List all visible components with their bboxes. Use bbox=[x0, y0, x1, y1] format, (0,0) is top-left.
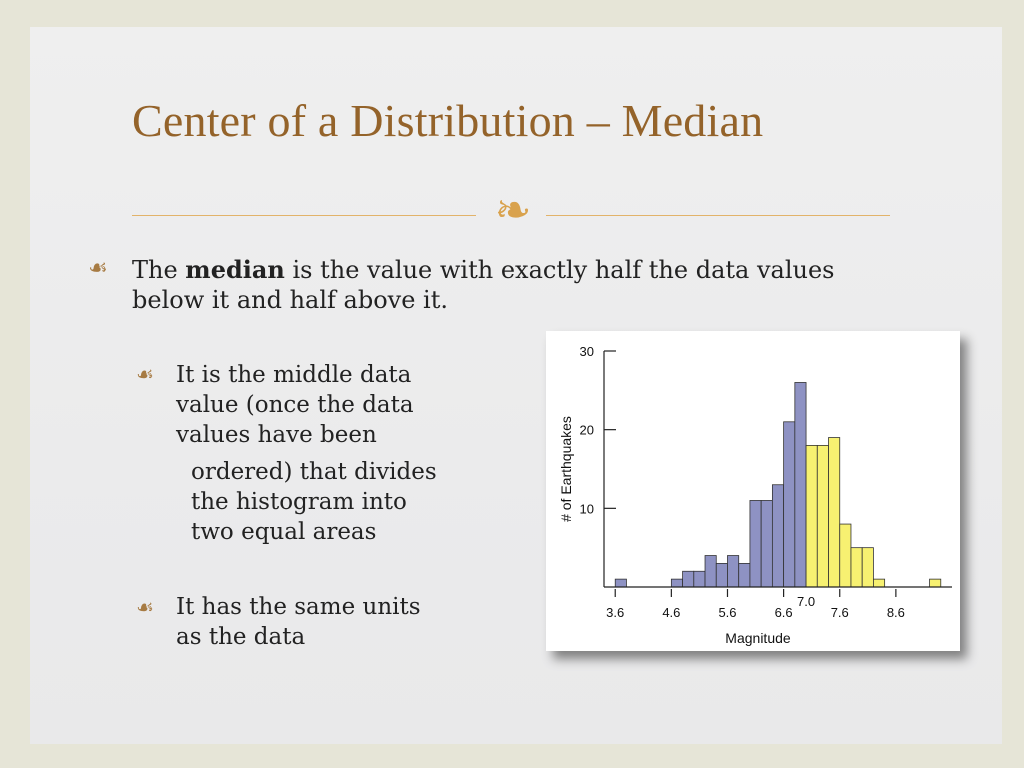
histogram-bar bbox=[715, 562, 728, 588]
sub-bullet1-line3: values have been bbox=[176, 422, 377, 448]
histogram-bar bbox=[760, 500, 773, 588]
histogram-bar bbox=[805, 445, 818, 588]
sub-bullet1-line1: It is the middle data bbox=[176, 362, 412, 388]
x-tick-label: 4.6 bbox=[662, 605, 680, 620]
sub-bullet-fleuron-icon: ☙ bbox=[136, 595, 154, 619]
histogram-bar bbox=[727, 555, 740, 588]
histogram-bar bbox=[738, 562, 751, 588]
bullet-text-post: is the value with exactly half the data … bbox=[284, 256, 835, 284]
slide-title: Center of a Distribution – Median bbox=[132, 95, 764, 146]
x-axis-ticks: 3.6 4.6 5.6 6.6 7.6 8.6 bbox=[606, 589, 905, 620]
x-tick-label: 7.6 bbox=[831, 605, 849, 620]
y-axis-ticks: 10 20 30 bbox=[580, 344, 616, 516]
sub-bullet2-line2: as the data bbox=[176, 624, 306, 650]
x-tick-label: 8.6 bbox=[887, 605, 905, 620]
sub-bullet1-line2: value (once the data bbox=[176, 392, 414, 418]
bullet-fleuron-icon: ☙ bbox=[88, 256, 108, 281]
x-tick-label: 6.6 bbox=[775, 605, 793, 620]
histogram-bar bbox=[929, 578, 942, 588]
histogram-bar bbox=[794, 382, 807, 588]
x-tick-label: 3.6 bbox=[606, 605, 624, 620]
histogram-bar bbox=[670, 578, 683, 588]
histogram-bar bbox=[614, 578, 627, 588]
histogram-bar bbox=[693, 570, 706, 588]
histogram-bar bbox=[839, 523, 852, 588]
histogram-bar bbox=[749, 500, 762, 588]
y-tick-label: 30 bbox=[580, 344, 594, 359]
histogram-figure: 10 20 30 3.6 4.6 5.6 6.6 7.6 8.6 7.0 Magnitude … bbox=[546, 331, 960, 651]
histogram-bar bbox=[704, 555, 717, 588]
x-axis-title: Magnitude bbox=[725, 630, 791, 646]
histogram-bar bbox=[771, 484, 785, 588]
histogram-bar bbox=[816, 445, 829, 588]
sub-bullet-fleuron-icon: ☙ bbox=[136, 362, 154, 386]
y-axis-title: # of Earthquakes bbox=[558, 416, 574, 522]
median-tick-label: 7.0 bbox=[797, 594, 815, 609]
bullet-median-line2: below it and half above it. bbox=[132, 286, 448, 314]
title-divider-right bbox=[546, 215, 890, 216]
title-divider-left bbox=[132, 215, 476, 216]
bullet-text-bold: median bbox=[185, 255, 285, 284]
histogram-bar bbox=[861, 547, 874, 588]
bullet-text-pre: The bbox=[132, 256, 186, 284]
bullet-median-line1: The median is the value with exactly hal… bbox=[132, 255, 834, 285]
histogram-bar bbox=[828, 437, 841, 588]
histogram-bar bbox=[682, 570, 695, 588]
histogram-bars bbox=[614, 382, 942, 588]
sub-bullet1-line6: two equal areas bbox=[191, 519, 377, 545]
histogram-bar bbox=[783, 421, 796, 588]
x-tick-label: 5.6 bbox=[718, 605, 736, 620]
sub-bullet2-line1: It has the same units bbox=[176, 594, 421, 620]
histogram-bar bbox=[873, 578, 886, 588]
y-tick-label: 10 bbox=[580, 501, 594, 516]
sub-bullet1-line5: the histogram into bbox=[191, 489, 407, 515]
histogram-bar bbox=[850, 547, 863, 588]
y-tick-label: 20 bbox=[580, 423, 594, 438]
fleuron-ornament-icon: ❧ bbox=[494, 185, 532, 236]
sub-bullet1-line4: ordered) that divides bbox=[191, 459, 437, 485]
